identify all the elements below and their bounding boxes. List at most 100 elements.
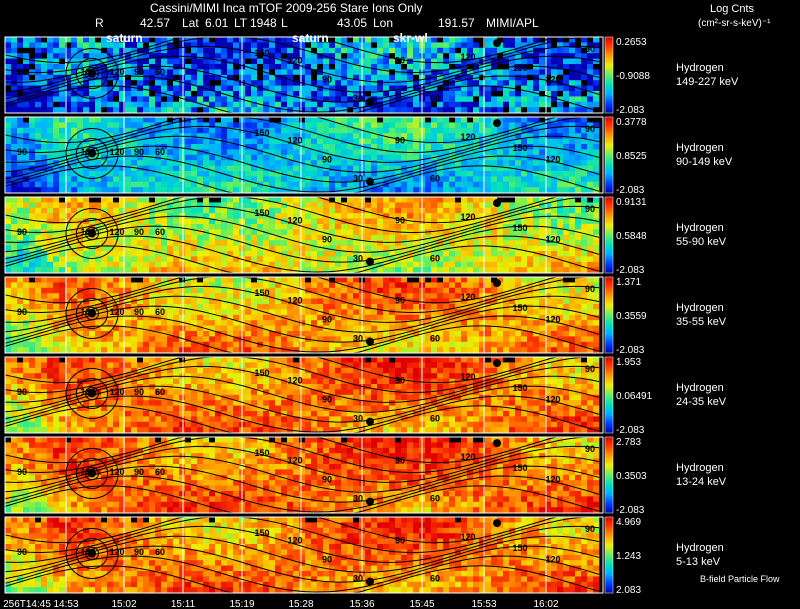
heatmap-cell bbox=[347, 197, 354, 203]
heatmap-cell bbox=[119, 149, 126, 156]
heatmap-cell bbox=[449, 181, 456, 188]
heatmap-cell bbox=[377, 197, 384, 203]
heatmap-cell bbox=[221, 101, 228, 108]
heatmap-cell bbox=[299, 127, 306, 134]
heatmap-cell bbox=[287, 47, 294, 54]
heatmap-cell bbox=[251, 101, 258, 108]
heatmap-cell bbox=[455, 251, 462, 257]
heatmap-cell bbox=[77, 42, 84, 49]
heatmap-cell bbox=[587, 207, 594, 214]
heatmap-cell bbox=[17, 287, 24, 294]
heatmap-cell bbox=[179, 69, 186, 76]
heatmap-cell bbox=[197, 261, 204, 268]
heatmap-cell bbox=[389, 298, 396, 305]
heatmap-cell bbox=[395, 176, 402, 183]
heatmap-cell bbox=[383, 117, 390, 123]
heatmap-cell bbox=[17, 85, 24, 92]
heatmap-cell bbox=[35, 101, 42, 108]
heatmap-cell bbox=[341, 176, 348, 183]
heatmap-cell bbox=[347, 53, 354, 59]
heatmap-cell bbox=[461, 240, 468, 246]
heatmap-cell bbox=[17, 202, 24, 209]
data-gap bbox=[389, 69, 395, 75]
heatmap-cell bbox=[137, 47, 144, 54]
heatmap-cell bbox=[209, 224, 216, 230]
heatmap-cell bbox=[539, 127, 546, 134]
heatmap-cell bbox=[551, 251, 558, 257]
heatmap-cell bbox=[425, 64, 432, 70]
heatmap-cell bbox=[215, 181, 222, 188]
heatmap-cell bbox=[179, 282, 186, 289]
heatmap-cell bbox=[113, 267, 120, 273]
heatmap-cell bbox=[197, 218, 204, 225]
heatmap-cell bbox=[155, 202, 162, 209]
heatmap-cell bbox=[281, 224, 288, 230]
heatmap-cell bbox=[113, 277, 120, 283]
heatmap-cell bbox=[593, 176, 600, 183]
heatmap-cell bbox=[17, 251, 24, 257]
heatmap-cell bbox=[593, 287, 600, 294]
heatmap-cell bbox=[65, 149, 72, 156]
heatmap-cell bbox=[533, 96, 540, 103]
r-value: 42.57 bbox=[140, 16, 171, 30]
heatmap-cell bbox=[17, 304, 24, 310]
heatmap-cell bbox=[233, 234, 240, 241]
heatmap-cell bbox=[23, 298, 30, 305]
heatmap-cell bbox=[557, 267, 564, 273]
heatmap-cell bbox=[581, 234, 588, 241]
heatmap-cell bbox=[233, 91, 240, 97]
heatmap-cell bbox=[83, 122, 90, 129]
heatmap-cell bbox=[395, 277, 402, 283]
heatmap-cell bbox=[353, 234, 360, 241]
heatmap-cell bbox=[53, 256, 60, 263]
heatmap-cell bbox=[455, 160, 462, 166]
heatmap-cell bbox=[287, 58, 294, 65]
heatmap-cell bbox=[461, 101, 468, 108]
heatmap-cell bbox=[17, 267, 24, 273]
heatmap-cell bbox=[581, 64, 588, 70]
heatmap-cell bbox=[467, 240, 474, 246]
heatmap-cell bbox=[389, 304, 396, 310]
heatmap-cell bbox=[233, 144, 240, 150]
heatmap-cell bbox=[137, 197, 144, 203]
heatmap-cell bbox=[131, 101, 138, 108]
heatmap-cell bbox=[281, 171, 288, 177]
heatmap-cell bbox=[191, 37, 198, 43]
heatmap-cell bbox=[59, 149, 66, 156]
heatmap-cell bbox=[245, 37, 252, 43]
heatmap-cell bbox=[11, 165, 18, 172]
heatmap-cell bbox=[125, 224, 132, 230]
heatmap-cell bbox=[137, 149, 144, 156]
heatmap-cell bbox=[125, 165, 132, 172]
heatmap-cell bbox=[83, 267, 90, 273]
heatmap-cell bbox=[23, 234, 30, 241]
heatmap-cell bbox=[479, 282, 486, 289]
heatmap-cell bbox=[287, 229, 294, 236]
heatmap-cell bbox=[461, 91, 468, 97]
heatmap-cell bbox=[143, 53, 150, 59]
heatmap-cell bbox=[425, 234, 432, 241]
heatmap-cell bbox=[551, 224, 558, 230]
heatmap-cell bbox=[287, 42, 294, 49]
heatmap-cell bbox=[137, 251, 144, 257]
heatmap-cell bbox=[101, 37, 108, 43]
heatmap-cell bbox=[233, 176, 240, 183]
contour-label: 90 bbox=[322, 235, 332, 245]
heatmap-cell bbox=[329, 96, 336, 103]
heatmap-cell bbox=[347, 122, 354, 129]
heatmap-cell bbox=[185, 256, 192, 263]
heatmap-cell bbox=[53, 309, 60, 316]
heatmap-cell bbox=[389, 229, 396, 236]
heatmap-cell bbox=[299, 37, 306, 43]
heatmap-cell bbox=[437, 218, 444, 225]
heatmap-cell bbox=[479, 127, 486, 134]
heatmap-cell bbox=[149, 293, 156, 299]
heatmap-cell bbox=[335, 127, 342, 134]
heatmap-cell bbox=[113, 304, 120, 310]
contour-label: 180 bbox=[80, 147, 95, 157]
heatmap-cell bbox=[491, 138, 498, 145]
data-gap bbox=[365, 197, 371, 203]
heatmap-cell bbox=[467, 224, 474, 230]
heatmap-cell bbox=[431, 165, 438, 172]
heatmap-cell bbox=[365, 187, 372, 193]
